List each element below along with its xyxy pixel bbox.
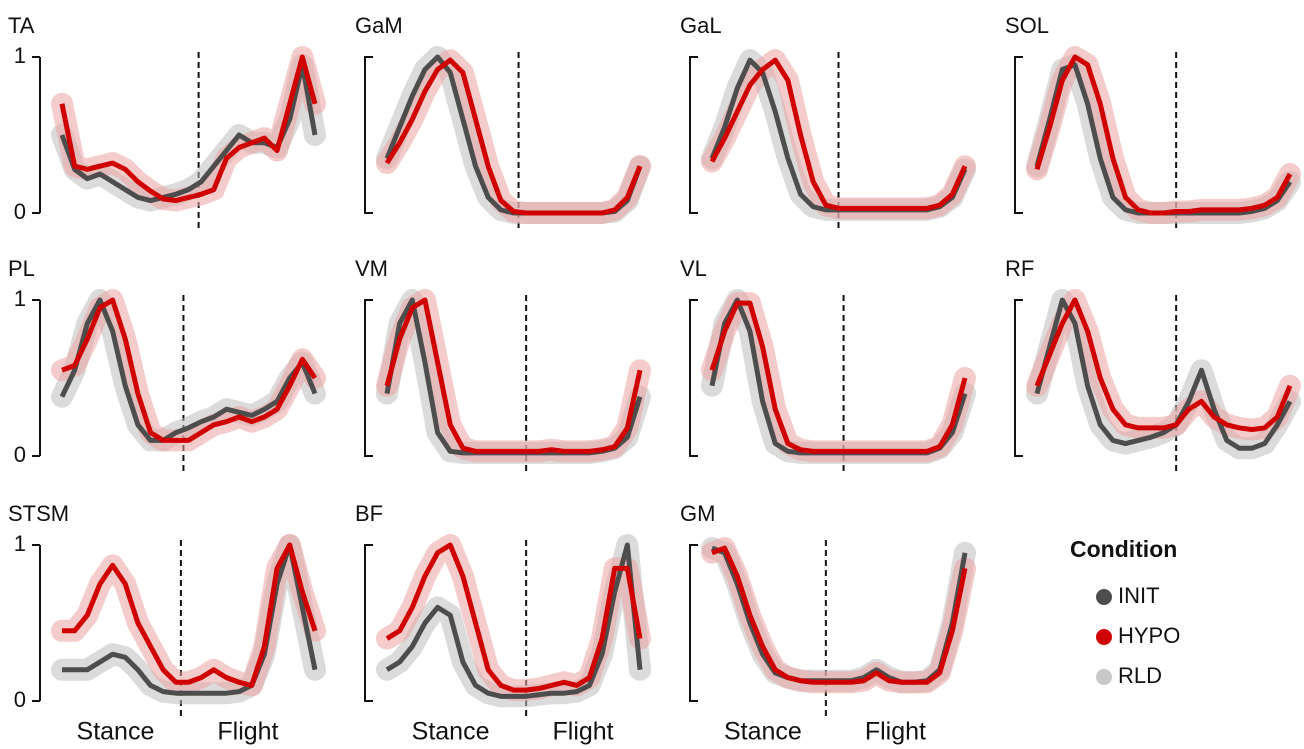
y-tick-label: 1 (14, 531, 26, 556)
y-tick-label: 1 (14, 43, 26, 68)
panel-title: VL (680, 256, 707, 281)
series-line: HYPO (62, 542, 318, 688)
series-line: HYPO (384, 297, 643, 454)
series-line: HYPO (384, 57, 643, 216)
y-tick-label: 0 (14, 442, 26, 467)
scale-bracket (364, 544, 373, 702)
variability-band (1026, 53, 1301, 224)
y-tick-label: 0 (14, 199, 26, 224)
panel-title: TA (8, 13, 35, 38)
scale-bracket (1014, 56, 1023, 214)
series-line: HYPO (61, 297, 318, 443)
legend-marker (1096, 589, 1112, 605)
legend-label: INIT (1118, 583, 1160, 608)
legend-title: Condition (1070, 536, 1177, 562)
legend-marker (1096, 669, 1112, 685)
series-line: HYPO (1034, 54, 1293, 216)
phase-label: Stance (724, 718, 802, 746)
series-line: HYPO (709, 300, 968, 454)
panel-title: RF (1005, 256, 1034, 281)
series-line: HYPO (1034, 297, 1293, 432)
scale-bracket (689, 299, 698, 457)
panel-title: GaM (355, 13, 403, 38)
panel-title: STSM (8, 501, 69, 526)
legend-marker (1096, 629, 1112, 645)
scale-bracket (364, 56, 373, 214)
legend-label: RLD (1118, 663, 1162, 688)
panel-title: PL (8, 256, 35, 281)
panel-title: VM (355, 256, 388, 281)
panel-title: SOL (1005, 13, 1049, 38)
phase-label: Flight (553, 718, 614, 746)
y-tick-label: 0 (14, 687, 26, 712)
series-line: HYPO (711, 545, 968, 685)
panel-title: GM (680, 501, 715, 526)
scale-bracket (689, 544, 698, 702)
panel-title: BF (355, 501, 383, 526)
series-line: HYPO (59, 54, 318, 204)
series-line: HYPO (385, 542, 643, 693)
variability-band (376, 49, 651, 224)
scale-bracket (364, 299, 373, 457)
scale-bracket (1014, 299, 1023, 457)
legend-label: HYPO (1118, 623, 1180, 648)
phase-label: Flight (217, 718, 278, 746)
panel-title: GaL (680, 13, 722, 38)
phase-label: Stance (77, 718, 155, 746)
scale-bracket (689, 56, 698, 214)
series-line: INIT (1034, 297, 1293, 451)
y-tick-label: 1 (14, 286, 26, 311)
phase-label: Flight (865, 718, 926, 746)
series-line: INIT (385, 542, 643, 699)
series-line: INIT (59, 297, 318, 443)
phase-label: Stance (412, 718, 490, 746)
series-line: HYPO (709, 57, 968, 211)
